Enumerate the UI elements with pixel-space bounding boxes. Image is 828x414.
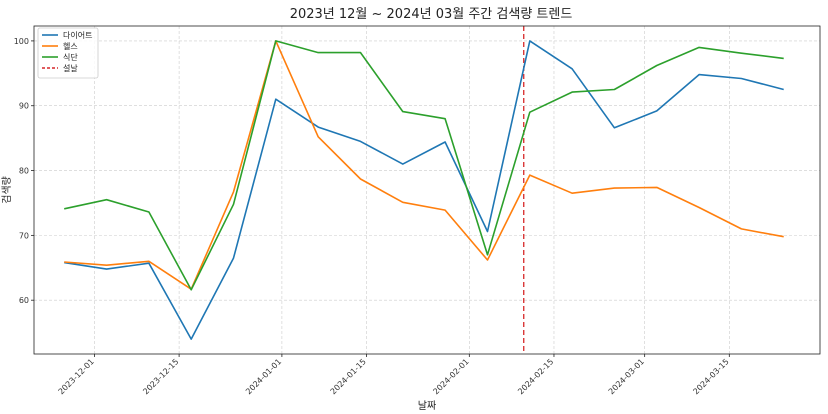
series-line-0 bbox=[64, 40, 784, 340]
x-tick-label: 2023-12-01 bbox=[57, 357, 96, 396]
x-axis-label: 날짜 bbox=[418, 400, 436, 412]
series-line-2 bbox=[64, 40, 784, 291]
x-tick-label: 2024-02-15 bbox=[516, 357, 555, 396]
x-axis-ticks: 2023-12-01 2023-12-15 2024-01-01 2024-01-15… bbox=[57, 354, 731, 396]
y-axis-ticks: 60 70 80 90 100 bbox=[14, 37, 34, 305]
x-tick-label: 2024-03-15 bbox=[691, 357, 730, 396]
series-line-1 bbox=[64, 40, 784, 291]
legend-label: 설날 bbox=[63, 63, 78, 73]
legend-label: 다이어트 bbox=[63, 30, 92, 40]
x-tick-label: 2024-03-01 bbox=[607, 357, 646, 396]
y-tick-label: 80 bbox=[19, 167, 29, 176]
y-tick-label: 60 bbox=[19, 296, 29, 305]
y-tick-label: 70 bbox=[19, 231, 29, 240]
legend-label: 식단 bbox=[63, 52, 78, 62]
legend-box bbox=[37, 27, 99, 79]
x-tick-label: 2023-12-15 bbox=[141, 357, 180, 396]
series-layer bbox=[64, 40, 784, 340]
x-tick-label: 2024-01-15 bbox=[329, 357, 368, 396]
plot-frame bbox=[33, 25, 821, 355]
grid bbox=[34, 26, 820, 354]
x-tick-label: 2024-01-01 bbox=[244, 357, 283, 396]
y-tick-label: 90 bbox=[19, 102, 29, 111]
y-tick-label: 100 bbox=[14, 37, 29, 46]
legend-label: 헬스 bbox=[63, 41, 78, 51]
x-tick-label: 2024-02-01 bbox=[431, 357, 470, 396]
chart-title: 2023년 12월 ~ 2024년 03월 주간 검색량 트렌드 bbox=[290, 7, 573, 22]
y-axis-label: 검색량 bbox=[1, 176, 13, 204]
